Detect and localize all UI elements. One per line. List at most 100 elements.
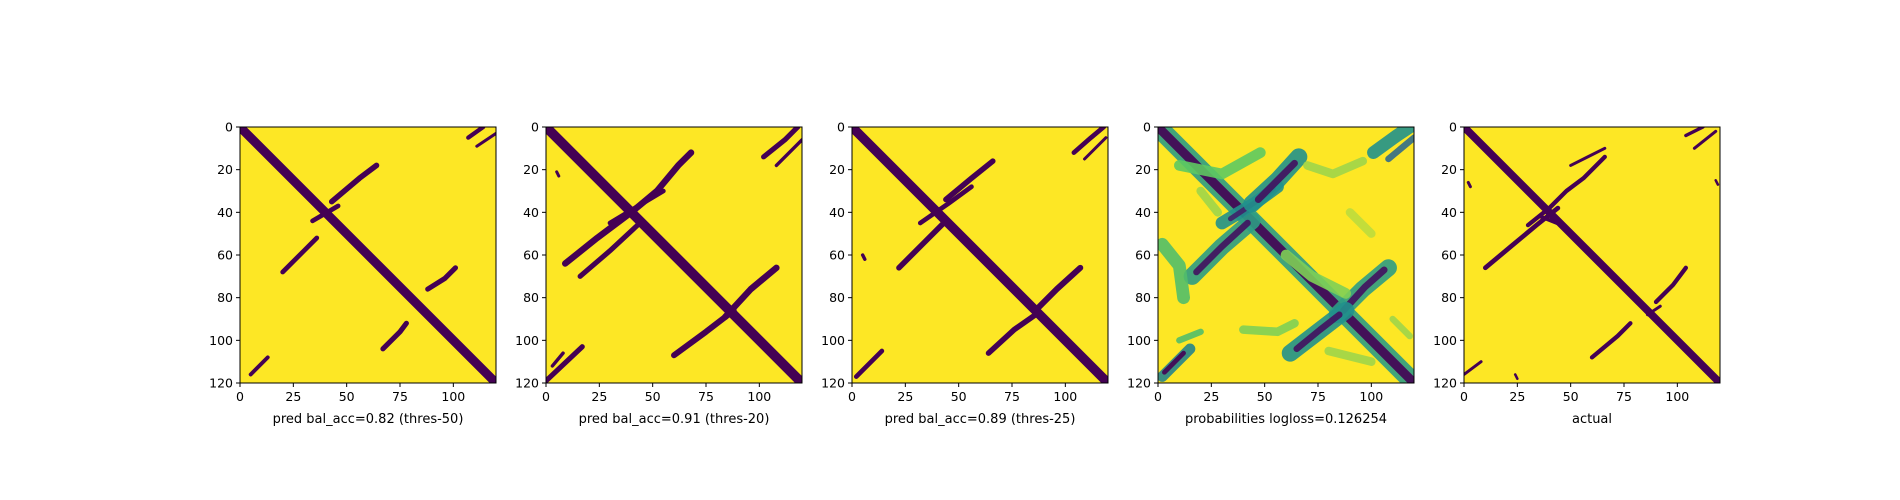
x-tick-label-1: 0 [236, 389, 244, 404]
heatmap-stroke-13 [1466, 180, 1472, 189]
heatmap-stroke-4 [280, 235, 320, 275]
heatmap-stroke-9 [1645, 304, 1662, 317]
heatmap-image [546, 127, 802, 383]
x-tick-label-1: 0 [542, 389, 550, 404]
y-tick-label-1: 0 [1143, 120, 1151, 135]
x-tick-label-1: 0 [1460, 389, 1468, 404]
x-tick-label-4: 75 [392, 389, 408, 404]
y-tick-label-4: 60 [1441, 248, 1457, 263]
y-tick-label-7: 120 [1433, 376, 1457, 391]
heatmap-image [1464, 127, 1720, 383]
y-tick-label-4: 60 [217, 248, 233, 263]
heatmap-stroke-2 [1464, 360, 1483, 376]
x-tick-label-3: 50 [951, 389, 967, 404]
y-tick-label-3: 40 [523, 205, 539, 220]
heatmap-panel-1: 0 25 50 75 100 0 20 40 60 80 100 120 pred bal_acc=0.… [209, 120, 497, 427]
y-tick-label-5: 80 [1441, 290, 1457, 305]
x-axis-label-5: actual [1572, 412, 1612, 427]
x-tick-label-4: 75 [1616, 389, 1632, 404]
heatmap-stroke-18 [1280, 249, 1352, 299]
heatmap-stroke-6 [425, 265, 459, 292]
heatmap-stroke-16 [1385, 134, 1414, 163]
heatmap-stroke-8 [671, 307, 737, 359]
heatmap-stroke-2 [248, 355, 270, 377]
heatmap-stroke-26 [1389, 315, 1413, 340]
panels: 0 25 50 75 100 0 20 40 60 80 100 120 pred bal_acc=0.… [209, 120, 1721, 427]
x-tick-label-1: 0 [1154, 389, 1162, 404]
heatmap-stroke-6 [1193, 219, 1251, 276]
heatmap-stroke-12 [1340, 266, 1388, 314]
y-tick-label-2: 20 [1135, 162, 1151, 177]
heatmap-stroke-14 [1714, 179, 1720, 186]
heatmap-image [1158, 127, 1414, 383]
heatmap-stroke-5 [1538, 214, 1565, 228]
y-tick-label-5: 80 [829, 290, 845, 305]
y-tick-label-1: 0 [531, 120, 539, 135]
heatmap-stroke-8 [1653, 265, 1689, 305]
heatmap-stroke-12 [1692, 129, 1718, 150]
heatmap-stroke-1 [1464, 127, 1720, 383]
y-tick-label-6: 100 [1433, 333, 1457, 348]
heatmap-stroke-9 [475, 131, 496, 148]
heatmap-stroke-8 [1071, 127, 1107, 155]
x-tick-label-5: 100 [1359, 389, 1383, 404]
heatmap-panel-3: 0 25 50 75 100 0 20 40 60 80 100 120 pred bal_acc=0.… [821, 120, 1109, 427]
y-tick-label-3: 40 [217, 205, 233, 220]
heatmap-stroke-25 [1196, 186, 1222, 217]
heatmap-stroke-5 [943, 158, 996, 203]
y-tick-label-6: 100 [515, 333, 539, 348]
heatmap-stroke-3 [896, 218, 949, 271]
heatmap-stroke-8 [466, 127, 486, 140]
x-tick-label-5: 100 [747, 389, 771, 404]
heatmap-stroke-6 [1032, 264, 1084, 314]
heatmap-stroke-20 [1239, 319, 1299, 337]
heatmap-stroke-5 [577, 220, 643, 279]
x-axis-label-2: pred bal_acc=0.91 (thres-20) [579, 412, 770, 427]
y-tick-label-3: 40 [1441, 205, 1457, 220]
x-tick-label-4: 75 [1310, 389, 1326, 404]
heatmap-stroke-9 [761, 127, 801, 160]
x-tick-label-4: 75 [698, 389, 714, 404]
y-tick-label-3: 40 [1135, 205, 1151, 220]
y-tick-label-2: 20 [217, 162, 233, 177]
heatmap-stroke-1 [546, 127, 802, 383]
heatmap-stroke-22 [1303, 156, 1368, 179]
y-tick-label-5: 80 [1135, 290, 1151, 305]
y-tick-label-4: 60 [523, 248, 539, 263]
x-axis-label-4: probabilities logloss=0.126254 [1185, 412, 1387, 427]
heatmap-stroke-14 [1293, 311, 1343, 353]
x-tick-label-5: 100 [441, 389, 465, 404]
x-tick-label-5: 100 [1665, 389, 1689, 404]
x-tick-label-4: 75 [1004, 389, 1020, 404]
heatmap-stroke-11 [1684, 127, 1705, 138]
heatmap-stroke-11 [934, 209, 953, 226]
y-tick-label-1: 0 [837, 120, 845, 135]
heatmap-stroke-4 [1525, 154, 1607, 228]
heatmap-stroke-3 [310, 203, 341, 224]
heatmap-stroke-7 [985, 311, 1039, 356]
y-tick-label-1: 0 [1449, 120, 1457, 135]
y-tick-label-1: 0 [225, 120, 233, 135]
y-tick-label-2: 20 [1441, 162, 1457, 177]
y-tick-label-4: 60 [1135, 248, 1151, 263]
x-tick-label-3: 50 [645, 389, 661, 404]
x-tick-label-3: 50 [1257, 389, 1273, 404]
y-tick-label-6: 100 [1127, 333, 1151, 348]
y-tick-label-7: 120 [1127, 376, 1151, 391]
heatmap-stroke-10 [1254, 159, 1298, 203]
y-tick-label-2: 20 [523, 162, 539, 177]
y-tick-label-7: 120 [821, 376, 845, 391]
y-tick-label-7: 120 [515, 376, 539, 391]
y-tick-label-7: 120 [209, 376, 233, 391]
heatmap-panel-5: 0 25 50 75 100 0 20 40 60 80 100 120 actual [1433, 120, 1721, 427]
x-tick-label-2: 25 [1203, 389, 1219, 404]
x-tick-label-1: 0 [848, 389, 856, 404]
heatmap-stroke-10 [1589, 321, 1633, 360]
heatmap-stroke-7 [380, 320, 409, 352]
x-axis-label-3: pred bal_acc=0.89 (thres-25) [885, 412, 1076, 427]
y-tick-label-3: 40 [829, 205, 845, 220]
heatmap-stroke-24 [1324, 346, 1376, 366]
heatmap-stroke-17 [1173, 147, 1266, 180]
heatmap-stroke-5 [328, 162, 380, 205]
x-tick-label-3: 50 [1563, 389, 1579, 404]
